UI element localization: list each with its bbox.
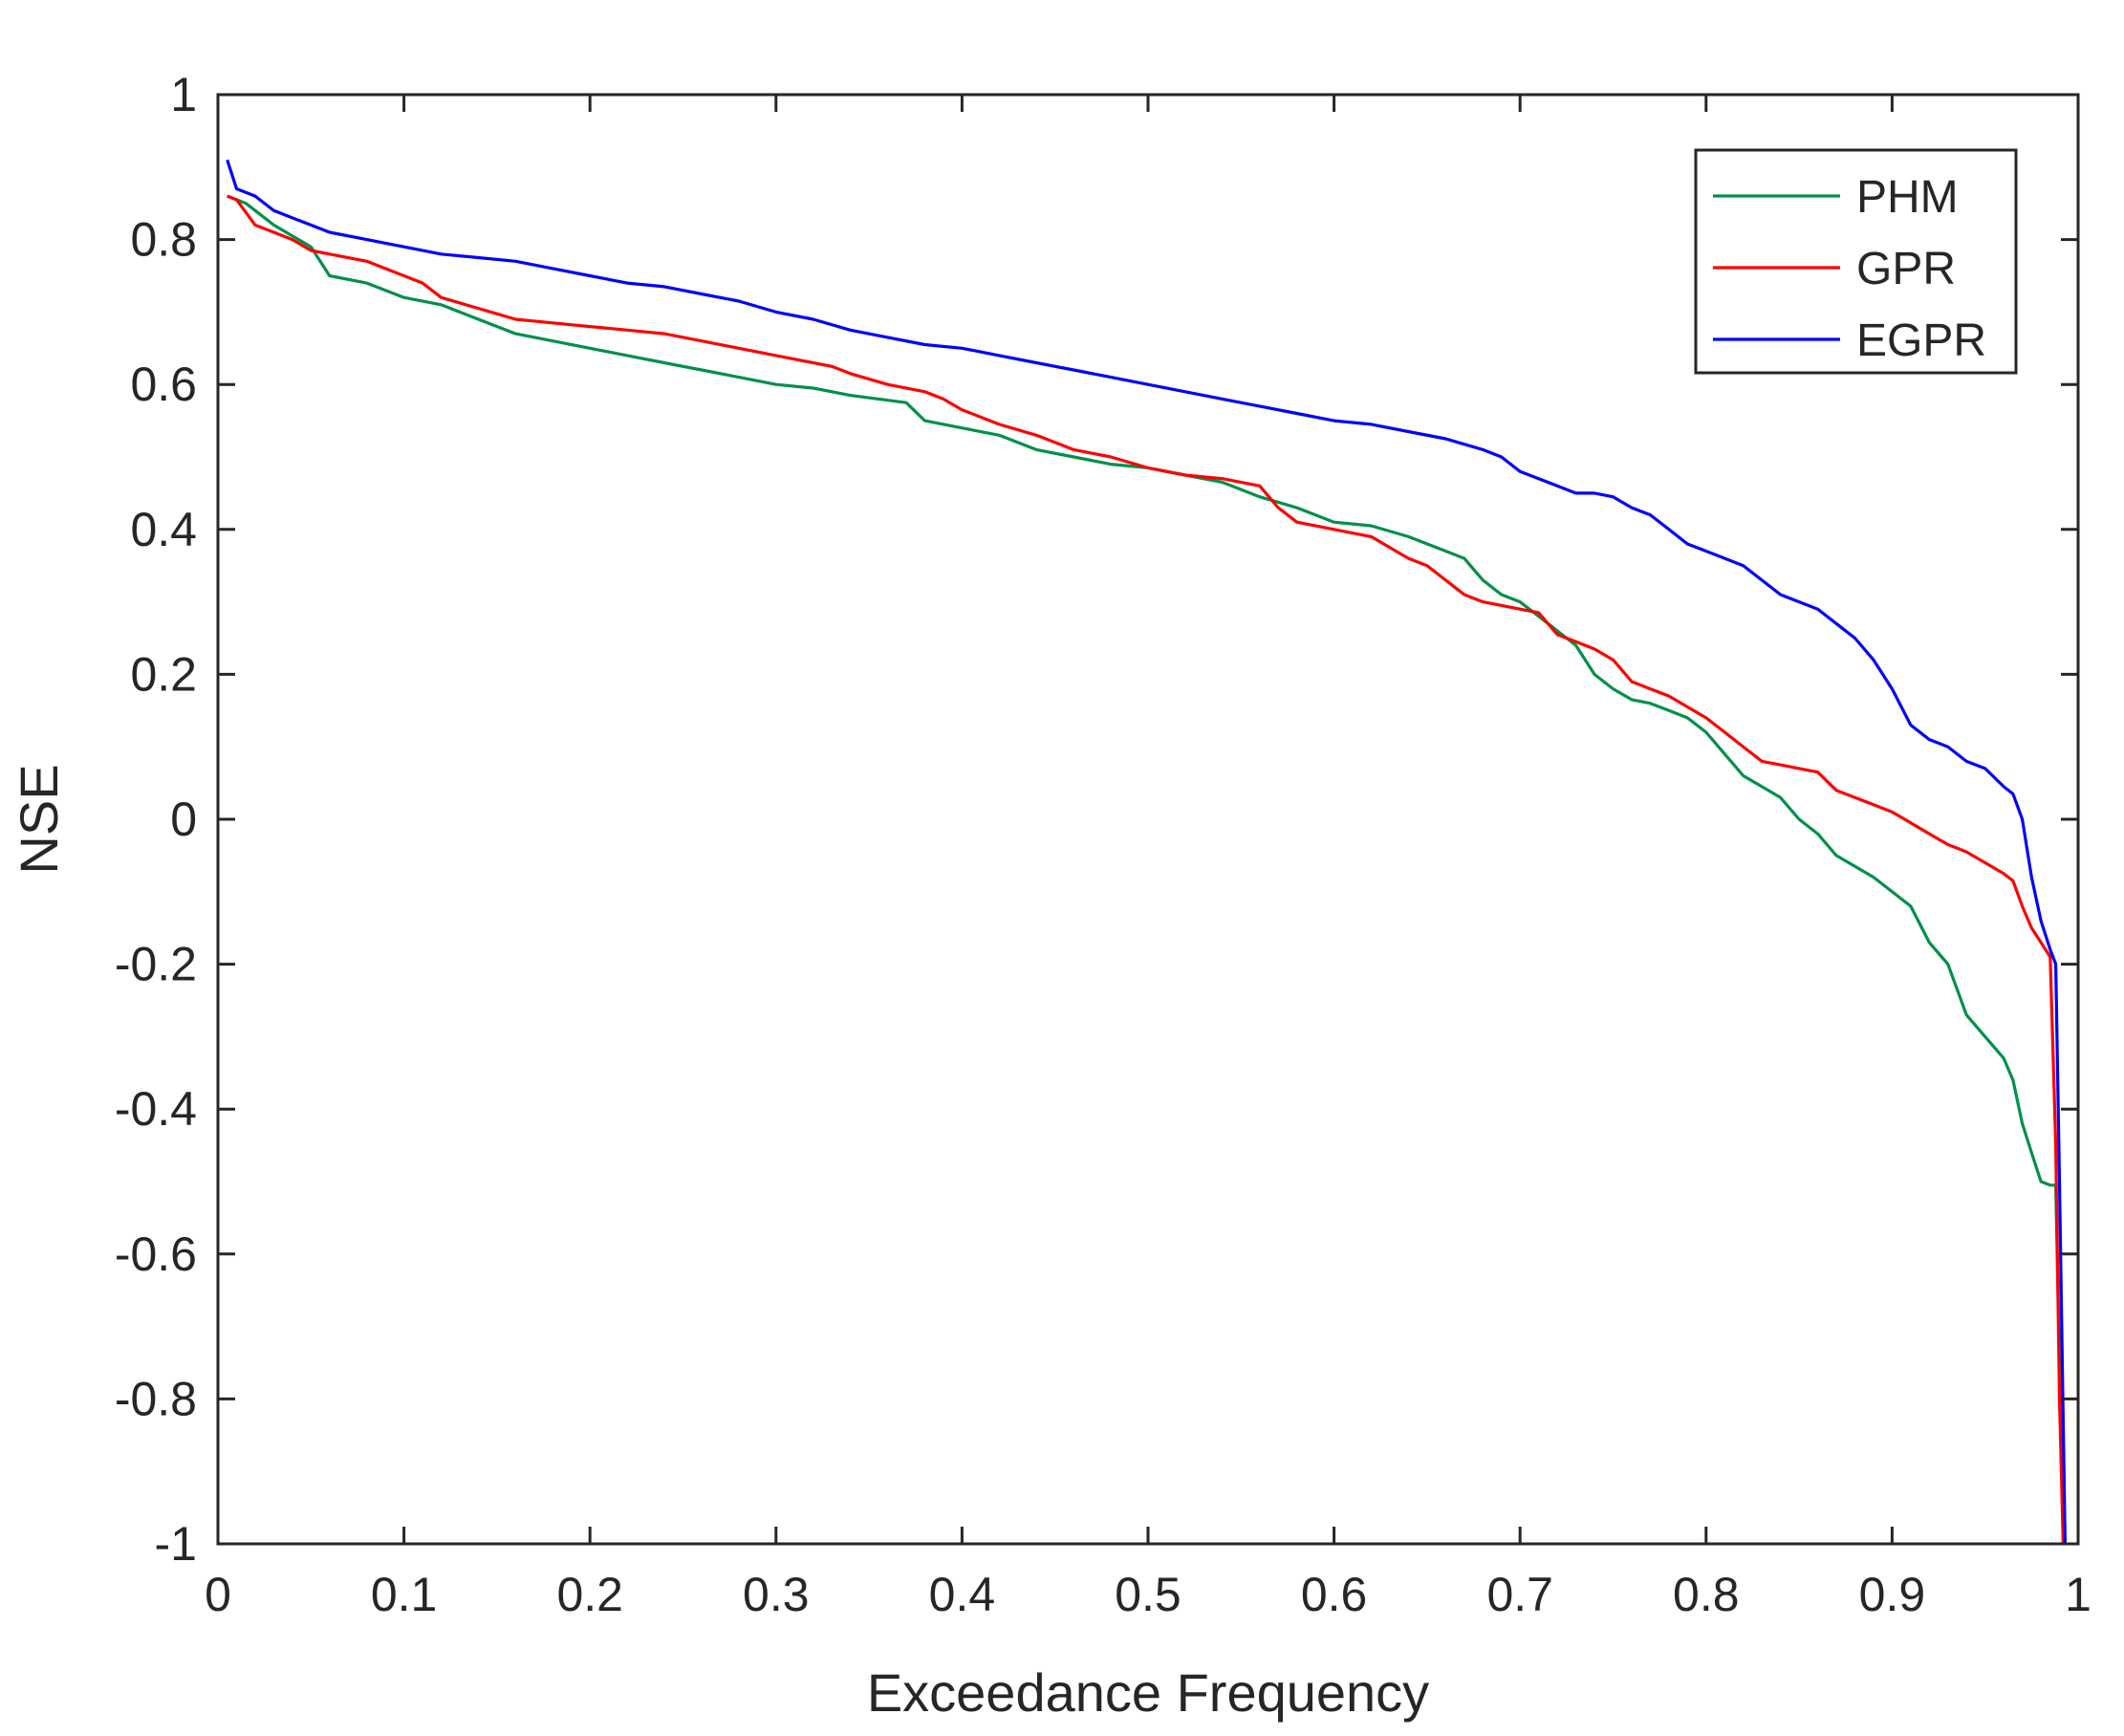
series-layer	[226, 159, 2067, 1545]
x-tick-label: 0.8	[1673, 1568, 1740, 1621]
y-tick-label: -0.6	[115, 1227, 197, 1281]
y-tick-label: -0.8	[115, 1372, 197, 1425]
y-tick-label: 1	[170, 68, 197, 121]
x-tick-label: 1	[2065, 1568, 2091, 1621]
y-axis-title: NSE	[9, 764, 69, 874]
x-tick-label: 0.5	[1115, 1568, 1181, 1621]
y-tick-label: 0.4	[130, 503, 197, 556]
y-tick-label: 0.2	[130, 647, 197, 701]
x-tick-label: 0.2	[556, 1568, 623, 1621]
legend-label-gpr: GPR	[1856, 244, 1956, 294]
y-tick-label: -0.2	[115, 938, 197, 991]
series-line-gpr	[227, 194, 2065, 1545]
y-tick-label: -1	[155, 1517, 197, 1571]
legend-label-phm: PHM	[1856, 172, 1959, 223]
legend-items: PHM GPR EGPR	[1713, 172, 1986, 366]
legend-box	[1694, 148, 2018, 375]
x-tick-label: 0	[205, 1568, 231, 1621]
series-line-egpr	[226, 159, 2067, 1545]
x-tick-label: 0.7	[1486, 1568, 1553, 1621]
x-tick-label: 0.6	[1301, 1568, 1368, 1621]
y-tick-label: -0.4	[115, 1082, 197, 1136]
x-tick-label: 0.9	[1859, 1568, 1926, 1621]
legend: PHM GPR EGPR	[1694, 148, 2018, 375]
y-tick-label: 0.8	[130, 213, 197, 267]
series-line-phm	[227, 194, 2065, 1545]
legend-label-egpr: EGPR	[1856, 315, 1986, 366]
y-tick-label: 0.6	[130, 358, 197, 411]
y-tick-label: 0	[170, 792, 197, 846]
x-tick-label: 0.3	[743, 1568, 810, 1621]
x-tick-label: 0.4	[929, 1568, 996, 1621]
x-tick-label: 0.1	[371, 1568, 438, 1621]
tick-layer: 0 0.1 0.2 0.3 0.4 0.5 0.6 0.7 0.8 0.9 1 1 0.8 0.6 0.4 0…	[115, 68, 2091, 1621]
x-axis-title: Exceedance Frequency	[867, 1662, 1429, 1723]
